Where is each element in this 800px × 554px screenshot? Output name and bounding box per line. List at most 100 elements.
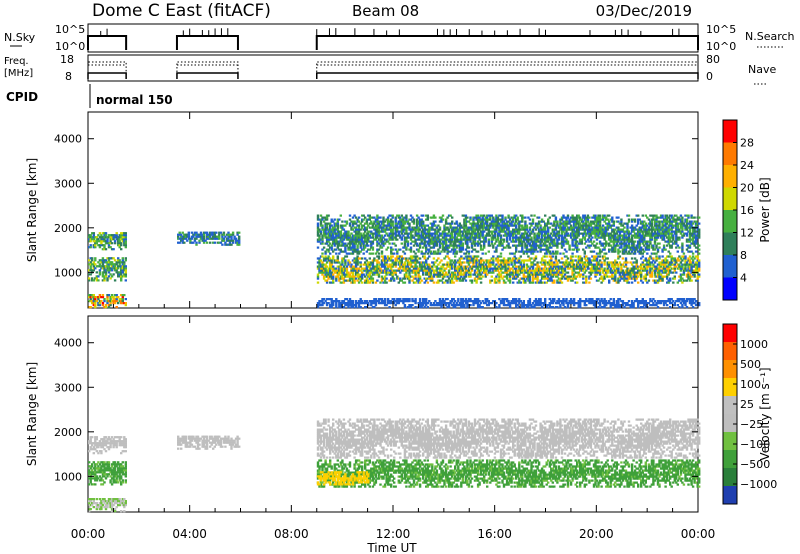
echo-cell <box>473 236 477 239</box>
echo-cell <box>556 273 559 276</box>
echo-cell <box>554 232 558 235</box>
echo-cell <box>537 273 541 276</box>
echo-cell <box>103 238 106 241</box>
echo-cell <box>681 226 684 229</box>
echo-cell <box>515 275 518 278</box>
echo-cell <box>679 224 683 227</box>
echo-cell <box>571 228 574 231</box>
echo-cell <box>359 240 362 243</box>
echo-cell <box>617 240 620 243</box>
echo-cell <box>461 269 464 272</box>
echo-cell <box>544 234 547 237</box>
echo-cell <box>659 228 663 231</box>
echo-cell <box>97 265 100 268</box>
echo-cell <box>495 238 498 241</box>
echo-cell <box>231 231 235 234</box>
echo-cell <box>394 257 397 260</box>
echo-cell <box>394 218 397 221</box>
echo-cell <box>425 269 428 272</box>
echo-cell <box>691 252 695 255</box>
power-echo-cells <box>88 214 701 309</box>
echo-cell <box>611 236 614 239</box>
echo-cell <box>412 222 416 225</box>
echo-cell <box>446 255 449 258</box>
echo-cell <box>400 279 403 282</box>
echo-cell <box>193 237 197 240</box>
echo-cell <box>545 271 548 274</box>
echo-cell <box>417 261 420 264</box>
echo-cell <box>670 234 673 237</box>
echo-cell <box>190 231 194 234</box>
echo-cell <box>571 263 574 266</box>
echo-cell <box>379 226 382 229</box>
echo-cell <box>335 248 338 251</box>
echo-cell <box>554 220 558 223</box>
echo-cell <box>626 228 629 231</box>
echo-cell <box>467 228 471 231</box>
echo-cell <box>499 220 503 223</box>
echo-cell <box>414 228 417 231</box>
echo-cell <box>540 230 544 233</box>
echo-cell <box>190 235 194 238</box>
echo-cell <box>457 275 460 278</box>
echo-cell <box>601 234 605 237</box>
echo-cell <box>640 226 643 229</box>
echo-cell <box>566 232 570 235</box>
echo-cell <box>682 234 686 237</box>
echo-cell <box>513 257 516 260</box>
echo-cell <box>316 281 320 284</box>
echo-cell <box>647 244 651 247</box>
echo-cell <box>563 228 567 231</box>
echo-cell <box>682 224 686 227</box>
echo-cell <box>406 232 410 235</box>
echo-cell <box>594 234 597 237</box>
echo-cell <box>638 240 641 243</box>
echo-cell <box>515 228 518 231</box>
echo-cell <box>545 236 548 239</box>
echo-cell <box>525 248 529 251</box>
echo-cell <box>460 255 463 258</box>
echo-cell <box>455 226 458 229</box>
echo-cell <box>499 226 503 229</box>
echo-cell <box>515 246 518 249</box>
echo-cell <box>329 257 332 260</box>
echo-cell <box>553 269 556 272</box>
echo-cell <box>418 257 422 260</box>
echo-cell <box>109 240 112 243</box>
echo-cell <box>505 226 509 229</box>
echo-cell <box>565 275 568 278</box>
echo-cell <box>324 267 327 270</box>
echo-cell <box>181 239 184 242</box>
echo-cell <box>473 273 477 276</box>
freq-tick-bottom: 8 <box>65 70 72 83</box>
echo-cell <box>376 250 379 253</box>
echo-cell <box>522 261 525 264</box>
echo-cell <box>594 230 597 233</box>
echo-cell <box>641 226 644 229</box>
echo-cell <box>380 250 384 253</box>
echo-cell <box>370 269 373 272</box>
echo-cell <box>501 238 504 241</box>
echo-cell <box>437 238 440 241</box>
echo-cell <box>403 228 407 231</box>
echo-cell <box>524 220 527 223</box>
echo-cell <box>429 252 432 255</box>
echo-cell <box>601 224 605 227</box>
echo-cell <box>388 232 391 235</box>
echo-cell <box>414 281 417 284</box>
echo-cell <box>527 265 530 268</box>
echo-cell <box>553 240 556 243</box>
echo-cell <box>544 263 547 266</box>
echo-cell <box>388 273 391 276</box>
echo-cell <box>551 267 554 270</box>
echo-cell <box>675 240 678 243</box>
echo-cell <box>479 220 483 223</box>
echo-cell <box>399 224 402 227</box>
echo-cell <box>667 250 670 253</box>
echo-cell <box>614 250 617 253</box>
echo-cell <box>449 279 452 282</box>
echo-cell <box>353 277 356 280</box>
echo-cell <box>513 255 516 258</box>
echo-cell <box>473 232 477 235</box>
echo-cell <box>408 279 411 282</box>
